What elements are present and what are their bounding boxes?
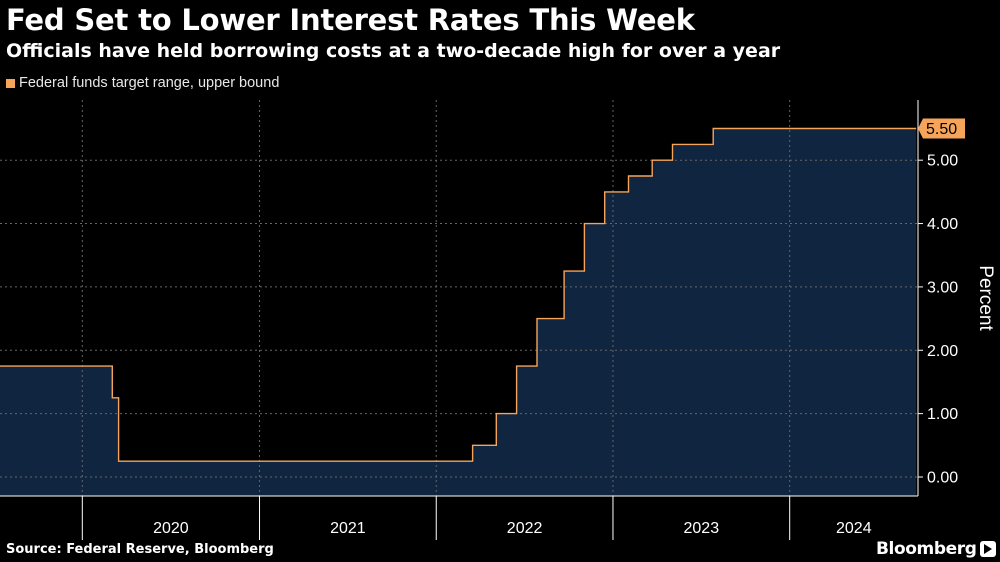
series-line bbox=[0, 127, 917, 462]
y-axis-title: Percent bbox=[975, 265, 996, 331]
x-tick-label: 2022 bbox=[507, 520, 543, 537]
x-tick-label: 2023 bbox=[684, 520, 720, 537]
y-tick-label: 1.00 bbox=[927, 406, 958, 423]
chart-title: Fed Set to Lower Interest Rates This Wee… bbox=[6, 3, 695, 37]
legend-label: Federal funds target range, upper bound bbox=[19, 75, 280, 91]
y-tick-label: 3.00 bbox=[927, 279, 958, 296]
brand-logo: Bloomberg bbox=[876, 539, 977, 559]
chart-subtitle: Officials have held borrowing costs at a… bbox=[6, 40, 781, 62]
y-tick-label: 0.00 bbox=[927, 469, 958, 486]
last-value-box bbox=[918, 118, 965, 139]
legend: Federal funds target range, upper bound bbox=[6, 75, 279, 91]
x-tick-label: 2020 bbox=[153, 520, 189, 537]
x-tick-label: 2021 bbox=[330, 520, 366, 537]
y-tick-label: 5.00 bbox=[927, 153, 958, 170]
x-tick-label: 2024 bbox=[836, 520, 872, 537]
series-area bbox=[0, 128, 917, 496]
y-tick-label: 4.00 bbox=[927, 216, 958, 233]
legend-swatch bbox=[6, 78, 15, 88]
source-note: Source: Federal Reserve, Bloomberg bbox=[6, 542, 274, 557]
last-value-label: 5.50 bbox=[926, 121, 957, 138]
y-tick-label: 2.00 bbox=[927, 343, 958, 360]
play-icon bbox=[980, 541, 996, 557]
